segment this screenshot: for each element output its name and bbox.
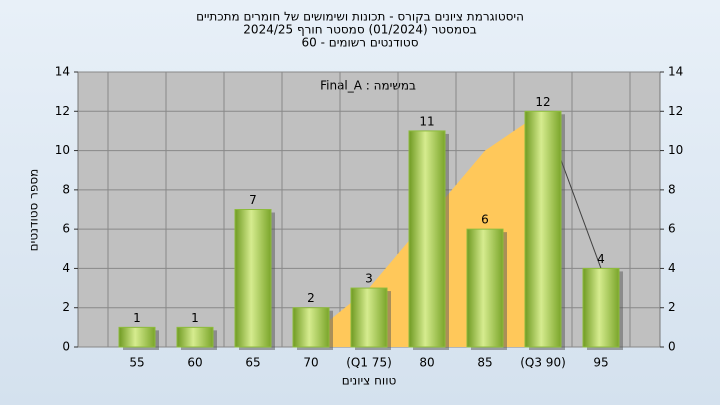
data-label: 6: [481, 213, 489, 227]
data-label: 11: [419, 114, 434, 128]
y-tick-label: 0: [62, 340, 70, 354]
y-tick-label: 2: [62, 300, 70, 314]
bar: [176, 326, 214, 348]
x-tick-label: 95: [593, 356, 608, 370]
x-tick-label: 80: [419, 356, 434, 370]
y-tick-label: 10: [55, 143, 70, 157]
y-axis-label: מספר סטודנטים: [27, 169, 41, 252]
data-label: 4: [597, 252, 605, 266]
y-tick-label: 8: [62, 182, 70, 196]
y2-tick-label: 6: [668, 222, 676, 236]
y-tick-label: 6: [62, 222, 70, 236]
y-tick-label: 4: [62, 261, 70, 275]
data-label: 3: [365, 272, 373, 286]
bar: [292, 307, 330, 348]
y-tick-label: 14: [55, 65, 70, 79]
data-label: 7: [249, 193, 257, 207]
y-tick-label: 12: [55, 104, 70, 118]
data-label: 1: [133, 311, 141, 325]
data-label: 1: [191, 311, 199, 325]
bar: [350, 287, 388, 348]
bar: [582, 267, 620, 348]
x-tick-label: 60: [187, 356, 202, 370]
data-label: 2: [307, 291, 315, 305]
x-tick-label: 70: [303, 356, 318, 370]
bar: [466, 228, 504, 348]
chart-title: היסטוגרמת ציונים בקורס - תכונות ושימושים…: [196, 10, 524, 24]
x-tick-label: (Q1 75): [346, 356, 392, 370]
x-tick-label: 55: [129, 356, 144, 370]
chart-subtitle: סטודנטים רשומים - 60: [301, 36, 418, 50]
bar: [234, 209, 272, 348]
bar: [118, 326, 156, 348]
annotation: Final_A : במשימה: [320, 79, 416, 93]
data-label: 12: [535, 95, 550, 109]
x-tick-label: 65: [245, 356, 260, 370]
y2-tick-label: 8: [668, 182, 676, 196]
chart-subtitle: בסמסטר (01/2024) סמסטר חורף 2024/25: [243, 23, 476, 37]
bar: [524, 110, 562, 348]
x-tick-label: 85: [477, 356, 492, 370]
y2-tick-label: 12: [668, 104, 683, 118]
y2-tick-label: 10: [668, 143, 683, 157]
y2-tick-label: 4: [668, 261, 676, 275]
bar: [408, 130, 446, 348]
x-axis-label: טווח ציונים: [342, 374, 397, 388]
y2-tick-label: 14: [668, 65, 683, 79]
x-tick-label: (Q3 90): [520, 356, 566, 370]
y2-tick-label: 0: [668, 340, 676, 354]
y2-tick-label: 2: [668, 300, 676, 314]
